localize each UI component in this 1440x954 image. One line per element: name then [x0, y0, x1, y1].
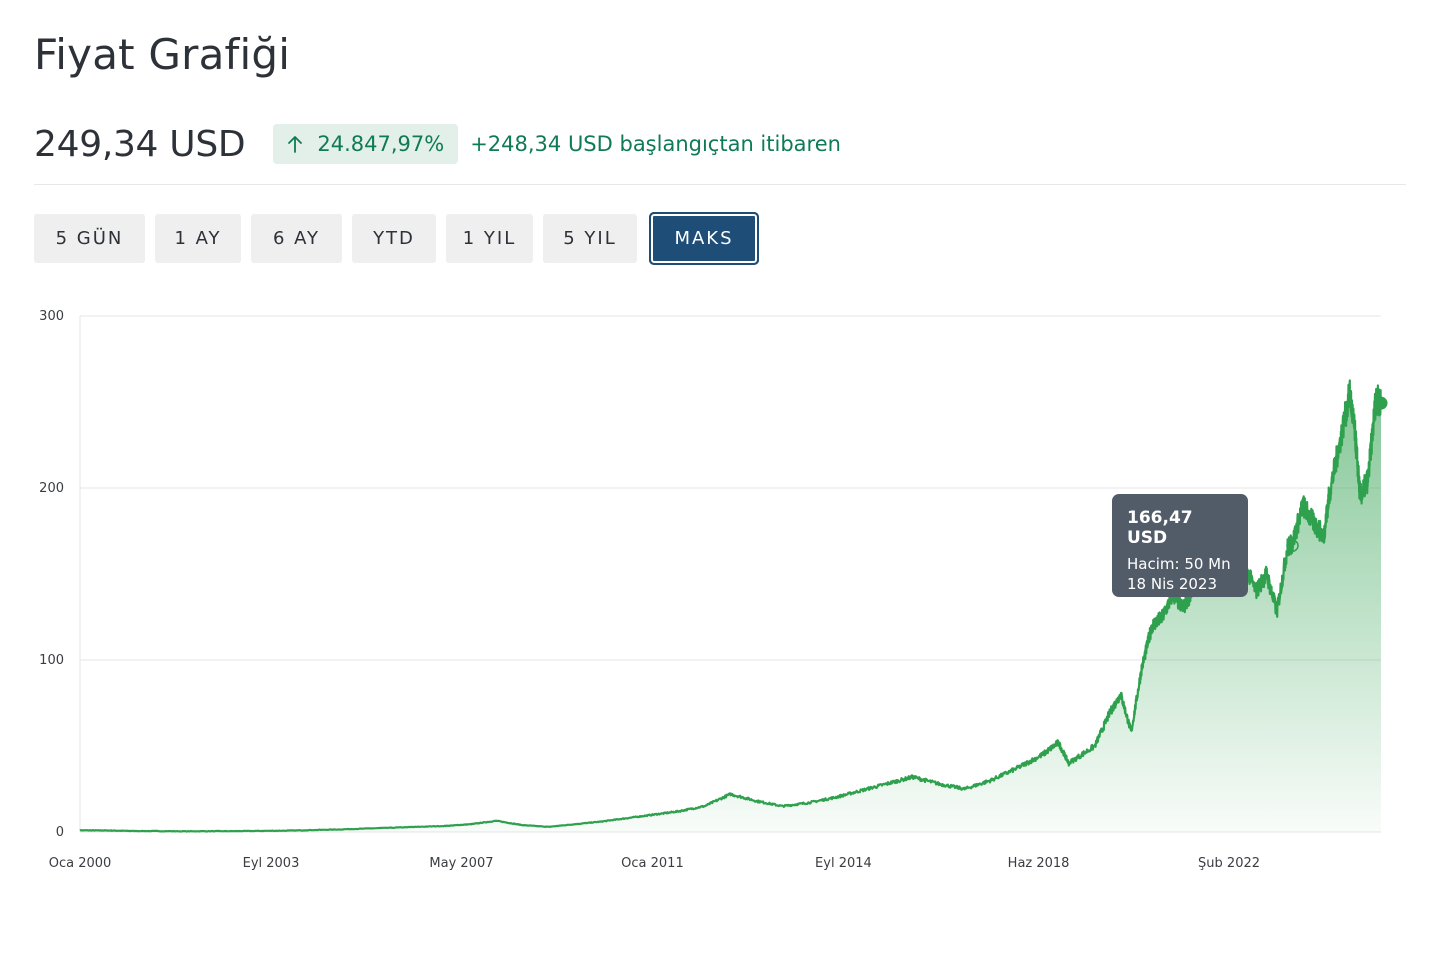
range-tab-1m[interactable]: 1 AY — [155, 214, 241, 263]
y-tick-label: 200 — [39, 481, 64, 496]
chart-tooltip: 166,47 USD Hacim: 50 Mn 18 Nis 2023 — [1112, 494, 1248, 597]
y-tick-label: 0 — [56, 825, 64, 840]
tooltip-volume: Hacim: 50 Mn — [1127, 555, 1231, 573]
range-tabs: 5 GÜN 1 AY 6 AY YTD 1 YIL 5 YIL MAKS — [34, 212, 767, 265]
tooltip-price: 166,47 USD — [1127, 508, 1193, 548]
change-absolute: +248,34 USD başlangıçtan itibaren — [470, 132, 841, 156]
range-tab-max[interactable]: MAKS — [649, 212, 759, 265]
price-chart[interactable]: 0 100 200 300 Oca 2000 Eyl 2003 May 2007 Oca 20… — [0, 290, 1440, 890]
range-tab-6m[interactable]: 6 AY — [251, 214, 342, 263]
range-tab-1y[interactable]: 1 YIL — [446, 214, 533, 263]
arrow-up-icon — [288, 136, 303, 153]
page-title: Fiyat Grafiği — [34, 30, 291, 79]
y-tick-label: 100 — [39, 653, 64, 668]
price-chart-svg[interactable]: 0 100 200 300 Oca 2000 Eyl 2003 May 2007 Oca 20… — [0, 290, 1440, 890]
y-tick-label: 300 — [39, 309, 64, 324]
change-percent-badge: 24.847,97% — [273, 124, 459, 164]
hover-point-marker — [1286, 539, 1299, 552]
x-tick-label: Oca 2011 — [621, 856, 684, 871]
last-price-marker — [1374, 396, 1388, 410]
price-line — [79, 379, 1383, 833]
price-summary: 249,34 USD 24.847,97% +248,34 USD başlan… — [34, 120, 841, 168]
x-tick-label: Şub 2022 — [1198, 856, 1260, 871]
range-tab-5y[interactable]: 5 YIL — [543, 214, 637, 263]
x-tick-label: Eyl 2014 — [815, 856, 872, 871]
divider — [34, 184, 1406, 185]
x-tick-label: Eyl 2003 — [243, 856, 300, 871]
x-tick-label: May 2007 — [429, 856, 493, 871]
current-price: 249,34 USD — [34, 123, 246, 165]
range-tab-5d[interactable]: 5 GÜN — [34, 214, 145, 263]
range-tab-ytd[interactable]: YTD — [352, 214, 436, 263]
tooltip-date: 18 Nis 2023 — [1127, 575, 1217, 593]
x-tick-label: Oca 2000 — [49, 856, 112, 871]
x-tick-label: Haz 2018 — [1008, 856, 1070, 871]
change-percent: 24.847,97% — [317, 132, 445, 156]
price-area-fill — [80, 380, 1381, 832]
